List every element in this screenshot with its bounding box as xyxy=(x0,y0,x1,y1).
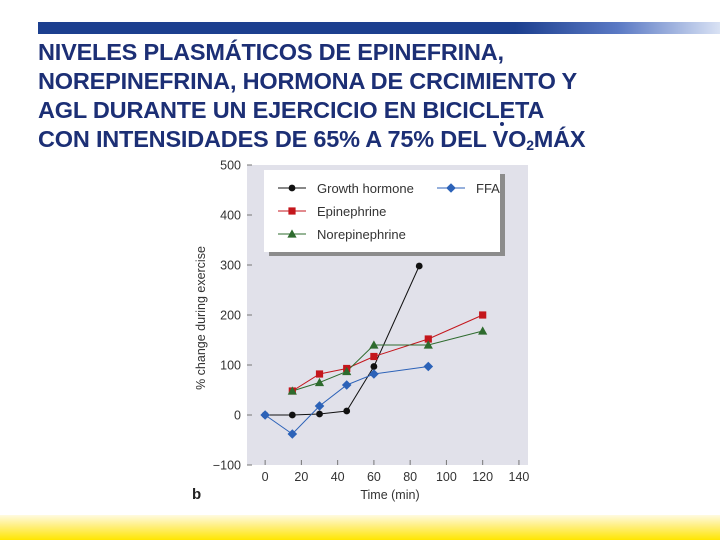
data-point xyxy=(479,311,487,319)
y-tick-label: 400 xyxy=(220,209,241,223)
slide-title: NIVELES PLASMÁTICOS DE EPINEFRINA, NOREP… xyxy=(38,38,718,160)
x-tick-label: 0 xyxy=(262,470,269,484)
data-point xyxy=(370,352,378,361)
y-tick-label: 0 xyxy=(234,409,241,423)
data-point xyxy=(287,429,298,439)
data-point xyxy=(343,407,351,415)
data-point xyxy=(370,363,378,370)
title-line-3: AGL DURANTE UN EJERCICIO EN BICICLETA xyxy=(38,97,545,123)
data-point xyxy=(341,380,352,390)
x-tick-label: 140 xyxy=(509,470,530,484)
legend-label: Epinephrine xyxy=(317,204,386,219)
panel-label: b xyxy=(192,486,201,503)
data-point xyxy=(314,377,325,387)
vo2-subscript: 2 xyxy=(526,137,534,153)
series-line xyxy=(292,314,483,392)
data-point xyxy=(369,340,379,349)
series-lines xyxy=(264,265,483,435)
x-axis-label: Time (min) xyxy=(360,488,419,502)
y-tick-label: 200 xyxy=(220,309,241,323)
legend-marker xyxy=(287,229,297,238)
y-tick-label: −100 xyxy=(213,459,241,473)
vo2-v: V xyxy=(492,122,509,152)
data-point xyxy=(287,386,297,395)
title-line-1: NIVELES PLASMÁTICOS DE EPINEFRINA, xyxy=(38,39,504,65)
footer-bar xyxy=(0,515,720,540)
series-line xyxy=(292,330,483,392)
data-point xyxy=(478,326,488,335)
legend: Growth hormone FFA Epinephrine Norepinephri… xyxy=(264,170,505,256)
series-line xyxy=(264,366,429,435)
title-line-4-max: MÁX xyxy=(533,126,586,152)
data-point xyxy=(423,340,433,349)
y-tick-label: 100 xyxy=(220,359,241,373)
data-point xyxy=(342,366,352,376)
title-line-4-text: CON INTENSIDADES DE 65% A 75% DEL xyxy=(38,126,493,152)
data-point xyxy=(316,410,323,418)
title-line-2: NOREPINEFRINA, HORMONA DE CRCIMIENTO Y xyxy=(38,68,578,94)
axis-ticks: −100 0 100 200 300 400 500 0 20 40 60 80 100 120 140 xyxy=(213,159,530,485)
data-point xyxy=(314,401,325,411)
y-tick-label: 300 xyxy=(220,259,241,273)
data-point xyxy=(260,410,270,420)
legend-marker xyxy=(446,183,456,193)
legend-marker xyxy=(288,184,296,192)
vo2-o: O xyxy=(508,126,527,152)
header-bar xyxy=(38,22,720,34)
x-tick-label: 60 xyxy=(367,470,381,484)
legend-marker xyxy=(288,207,296,215)
title-line-4: CON INTENSIDADES DE 65% A 75% DEL VO2MÁX xyxy=(38,122,718,160)
y-axis-label: % change during exercise xyxy=(194,246,208,390)
y-tick-label: 500 xyxy=(220,159,241,173)
data-point xyxy=(423,361,434,372)
series-markers xyxy=(260,262,488,439)
x-tick-label: 100 xyxy=(436,470,457,484)
data-point xyxy=(315,370,324,378)
x-tick-label: 20 xyxy=(294,470,308,484)
x-tick-label: 120 xyxy=(472,470,493,484)
series-line xyxy=(265,265,420,416)
legend-label: FFA xyxy=(476,181,500,196)
x-tick-label: 40 xyxy=(331,470,345,484)
data-point xyxy=(288,411,296,419)
data-point xyxy=(424,335,432,343)
data-point xyxy=(369,369,379,379)
legend-label: Norepinephrine xyxy=(317,227,406,242)
x-tick-label: 80 xyxy=(403,470,417,484)
data-point xyxy=(415,262,423,270)
legend-label: Growth hormone xyxy=(317,181,414,196)
